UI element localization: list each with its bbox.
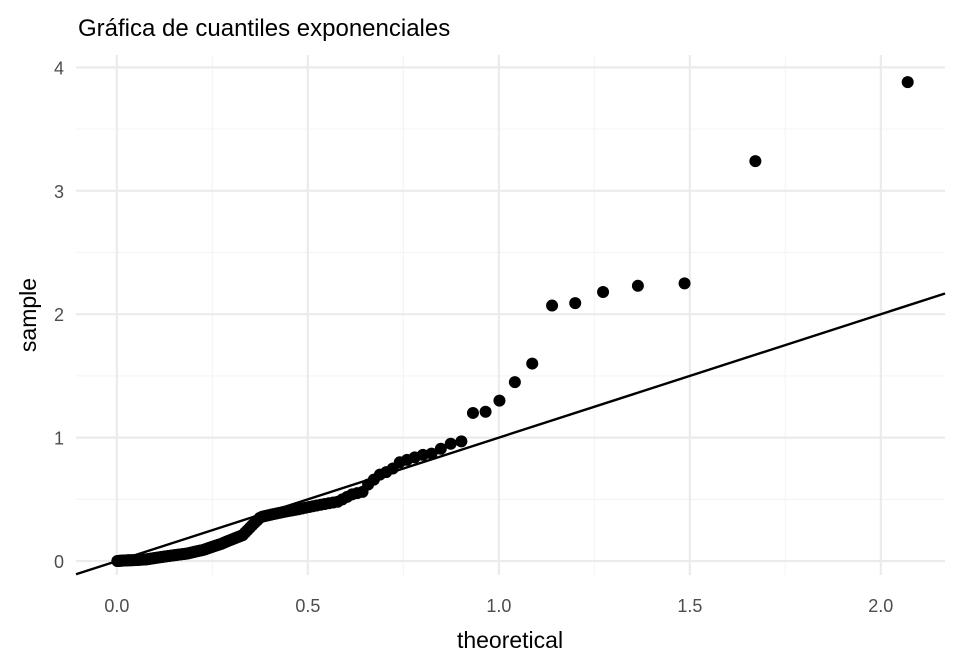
data-point: [546, 299, 559, 312]
x-tick-label: 1.0: [486, 596, 511, 616]
data-point: [425, 447, 438, 460]
data-point: [749, 155, 762, 168]
data-point: [597, 285, 610, 298]
data-point: [493, 394, 506, 407]
data-point: [434, 442, 447, 455]
y-tick-label: 1: [54, 429, 64, 449]
x-tick-label: 0.0: [104, 596, 129, 616]
gridlines: [76, 55, 945, 575]
reference-line: [75, 292, 946, 576]
y-tick-label: 0: [54, 552, 64, 572]
data-point: [526, 357, 539, 370]
x-tick-label: 1.5: [677, 596, 702, 616]
points: [111, 76, 914, 568]
data-point: [508, 376, 521, 389]
x-axis-title: theoretical: [457, 627, 563, 653]
data-point: [569, 297, 582, 310]
data-point: [901, 76, 914, 89]
y-tick-label: 3: [54, 182, 64, 202]
data-point: [444, 437, 457, 450]
data-point: [479, 405, 492, 418]
data-point: [631, 279, 644, 292]
data-point: [455, 435, 468, 448]
y-tick-label: 4: [54, 58, 64, 78]
x-tick-label: 0.5: [295, 596, 320, 616]
y-tick-labels: 0 1 2 3 4: [54, 58, 64, 572]
data-point: [466, 406, 479, 419]
x-tick-label: 2.0: [868, 596, 893, 616]
y-tick-label: 2: [54, 305, 64, 325]
reference-line-group: [75, 292, 946, 576]
chart-title: Gráfica de cuantiles exponenciales: [78, 15, 450, 42]
data-point: [678, 277, 691, 290]
x-tick-labels: 0.0 0.5 1.0 1.5 2.0: [104, 596, 893, 616]
y-axis-title: sample: [15, 278, 41, 352]
